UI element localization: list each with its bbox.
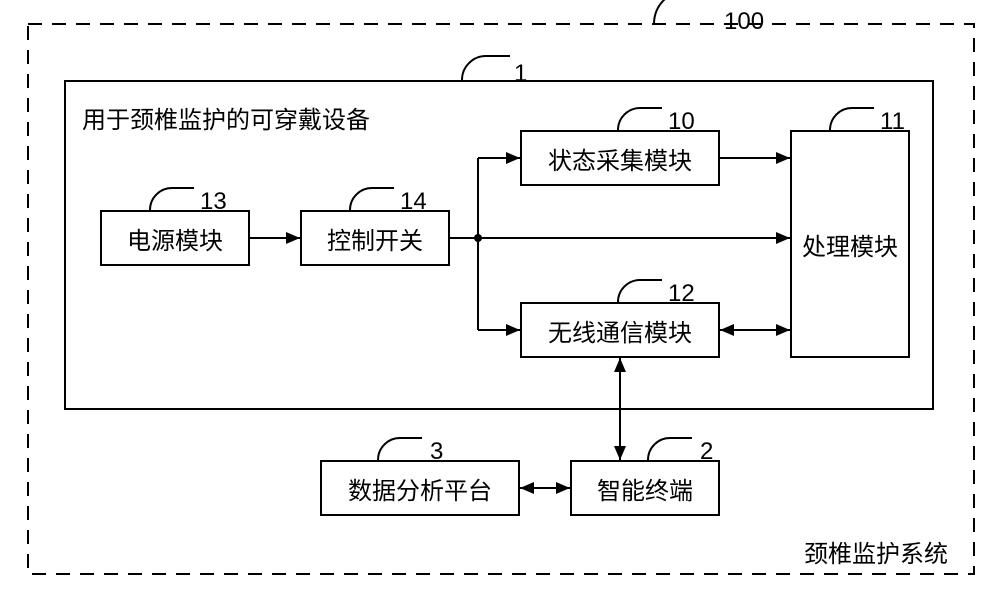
- outer-system-label: 颈椎监护系统: [804, 534, 948, 569]
- block-switch: 控制开关: [300, 210, 450, 266]
- num-13: 13: [200, 188, 227, 216]
- block-power-label: 电源模块: [127, 221, 223, 256]
- block-power: 电源模块: [100, 210, 250, 266]
- num-14: 14: [400, 188, 427, 216]
- block-terminal: 智能终端: [570, 460, 720, 516]
- block-wireless: 无线通信模块: [520, 302, 720, 358]
- num-100: 100: [724, 8, 764, 36]
- num-10: 10: [668, 108, 695, 136]
- block-state-label: 状态采集模块: [548, 141, 692, 176]
- device-title: 用于颈椎监护的可穿戴设备: [82, 100, 370, 135]
- block-switch-label: 控制开关: [327, 221, 423, 256]
- block-platform-label: 数据分析平台: [348, 471, 492, 506]
- num-12: 12: [668, 280, 695, 308]
- block-proc: 处理模块: [790, 130, 910, 358]
- num-2: 2: [700, 438, 713, 466]
- num-11: 11: [880, 108, 905, 136]
- block-platform: 数据分析平台: [320, 460, 520, 516]
- block-terminal-label: 智能终端: [597, 471, 693, 506]
- num-3: 3: [430, 438, 443, 466]
- block-wireless-label: 无线通信模块: [548, 313, 692, 348]
- num-1: 1: [514, 60, 527, 88]
- diagram-stage: 电源模块 控制开关 状态采集模块 无线通信模块 处理模块 智能终端 数据分析平台…: [0, 0, 1000, 593]
- block-state: 状态采集模块: [520, 130, 720, 186]
- block-proc-label: 处理模块: [802, 227, 898, 262]
